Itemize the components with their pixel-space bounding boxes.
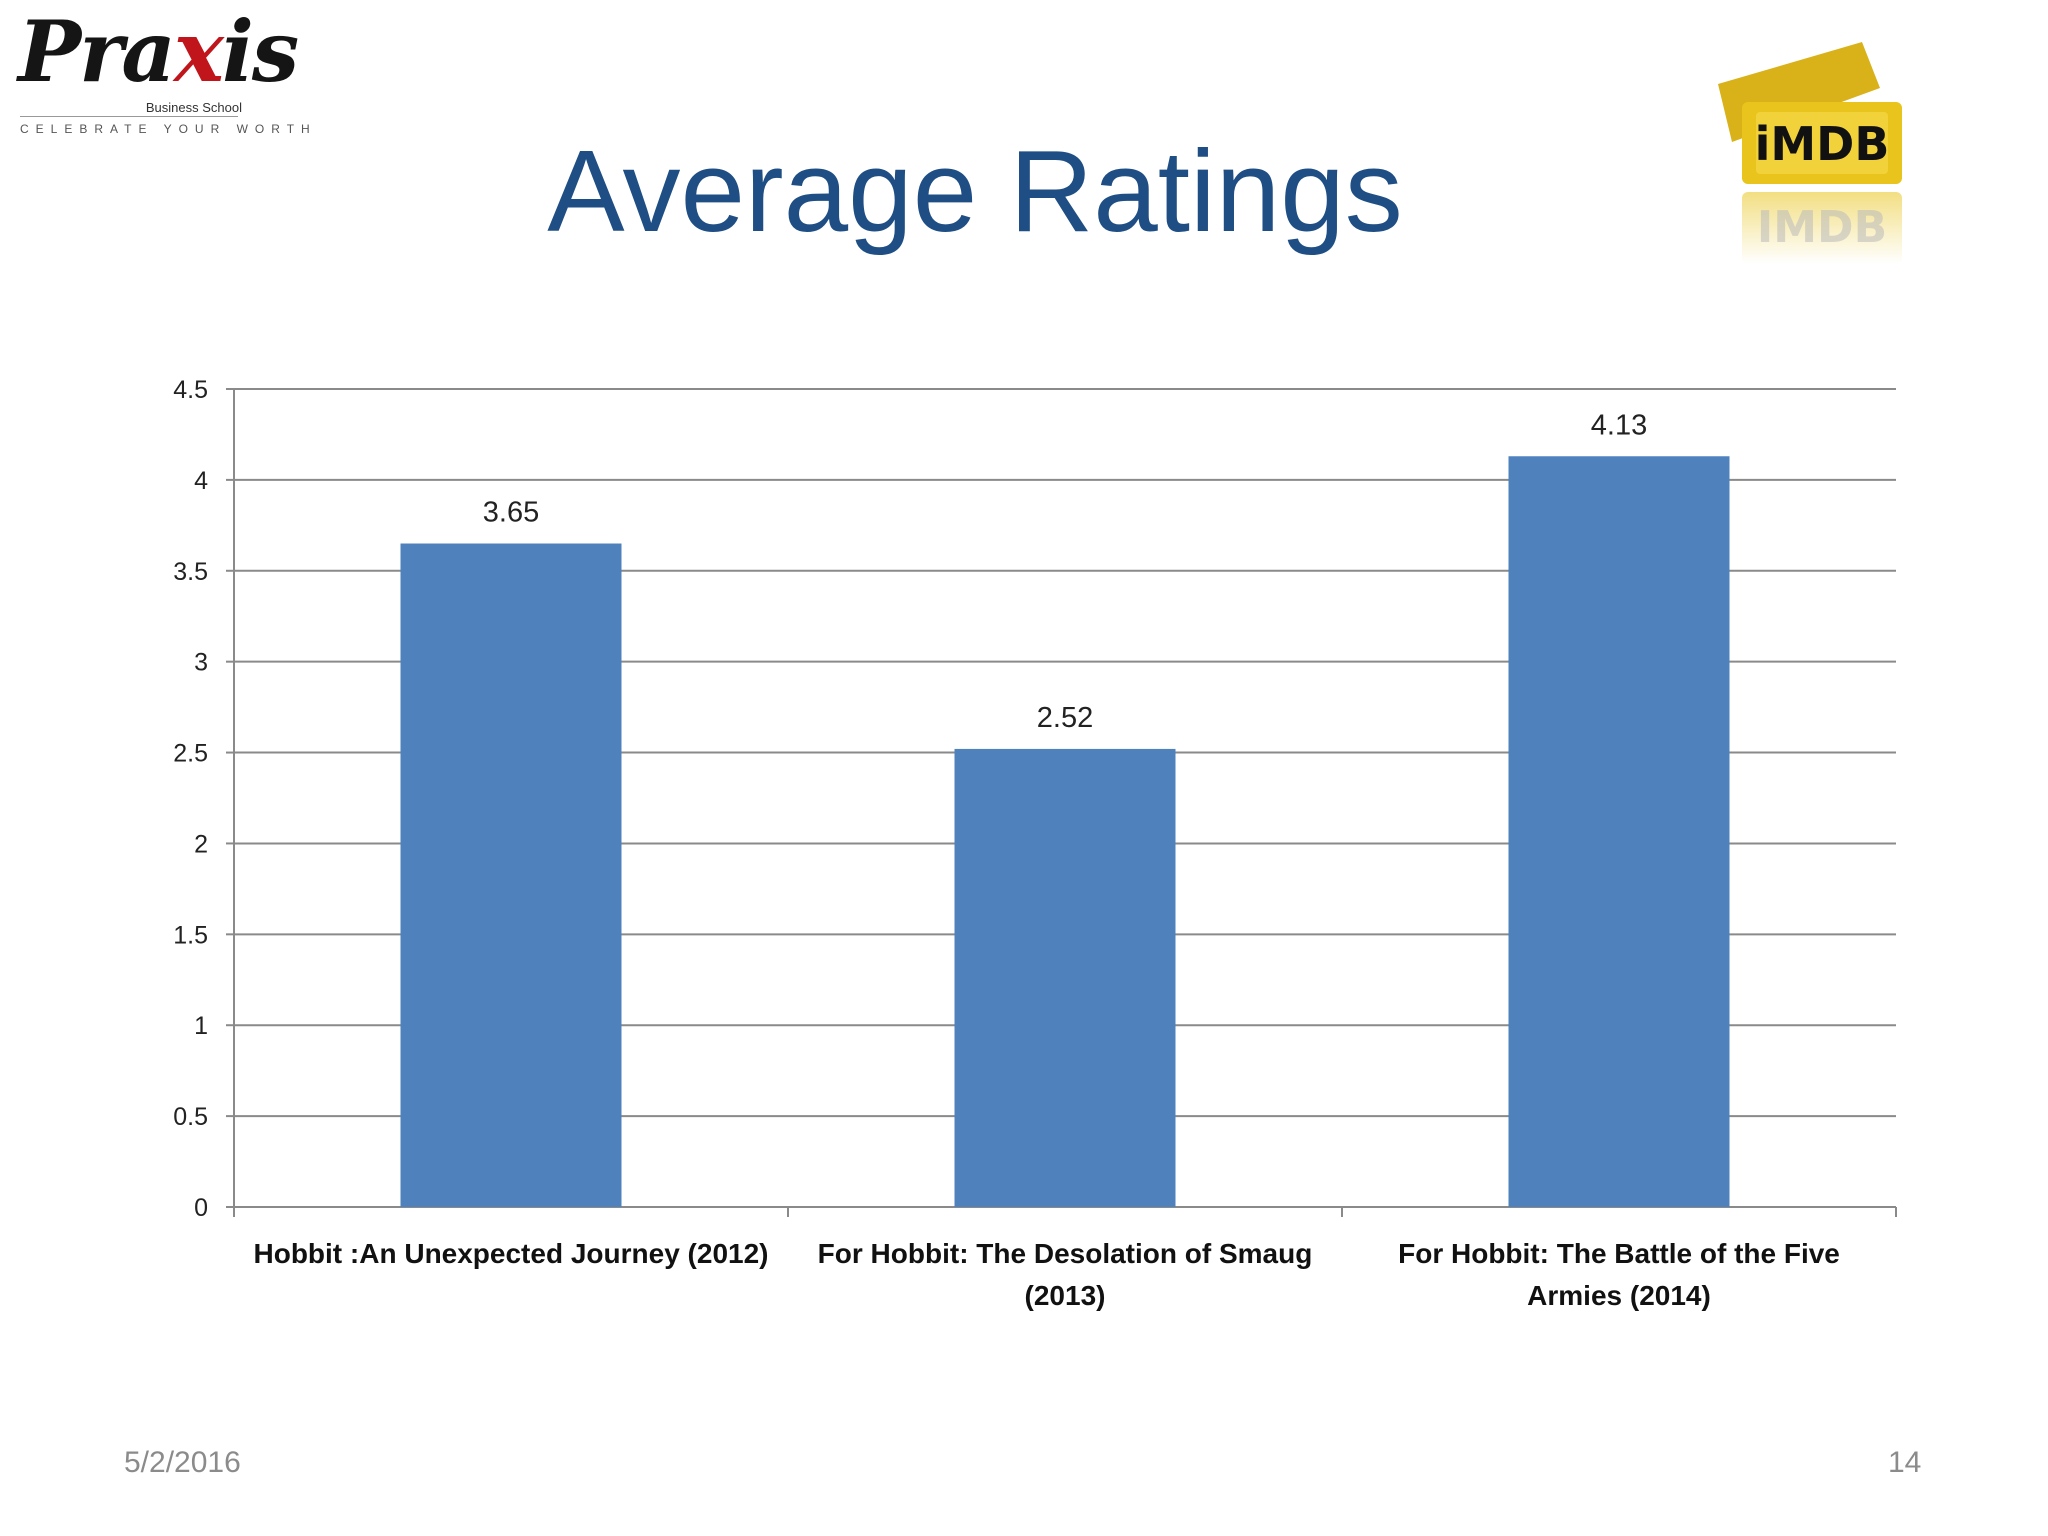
data-labels: 3.65 2.52 4.13 [483,409,1647,734]
slide-date: 5/2/2016 [124,1446,241,1479]
category-label: For Hobbit: The Battle of the Five [1398,1238,1840,1269]
praxis-tagline: CELEBRATE YOUR WORTH [20,122,317,136]
category-label: For Hobbit: The Desolation of Smaug [818,1238,1313,1269]
y-tick-label: 1.5 [173,921,208,949]
y-tick-label: 0 [194,1194,208,1222]
y-tick-label: 0.5 [173,1103,208,1131]
data-label: 4.13 [1591,409,1647,441]
bar [1508,456,1730,1207]
category-labels: Hobbit :An Unexpected Journey (2012) For … [254,1238,1840,1311]
praxis-divider [20,116,238,117]
bars [400,456,1730,1207]
praxis-subtitle: Business School [145,100,242,115]
y-tick-label: 1 [194,1012,208,1040]
imdb-reflection [1742,192,1902,264]
imdb-logo: iMDB IMDB [1712,30,1912,290]
y-axis: 0 0.5 1 1.5 2 2.5 3 3.5 4 4.5 [173,376,235,1222]
x-axis [233,1206,1897,1217]
y-tick-label: 4 [194,467,208,495]
imdb-reflection-text: IMDB [1757,202,1887,253]
praxis-wordmark: Praxis [18,2,299,101]
slide-page-number: 14 [1888,1446,1922,1479]
data-label: 3.65 [483,497,539,529]
category-label: Armies (2014) [1527,1280,1711,1311]
category-label: Hobbit :An Unexpected Journey (2012) [254,1238,769,1269]
imdb-text: iMDB [1755,117,1890,171]
praxis-logo: Praxis Business School CELEBRATE YOUR WO… [14,10,310,140]
y-tick-label: 2.5 [173,740,208,768]
category-label: (2013) [1025,1280,1106,1311]
bar [400,543,622,1207]
bar [954,748,1176,1207]
y-tick-label: 2 [194,830,208,858]
data-label: 2.52 [1037,702,1093,734]
slide-title: Average Ratings [547,126,1403,256]
y-tick-label: 3.5 [173,558,208,586]
y-tick-label: 4.5 [173,376,208,404]
y-tick-label: 3 [194,649,208,677]
